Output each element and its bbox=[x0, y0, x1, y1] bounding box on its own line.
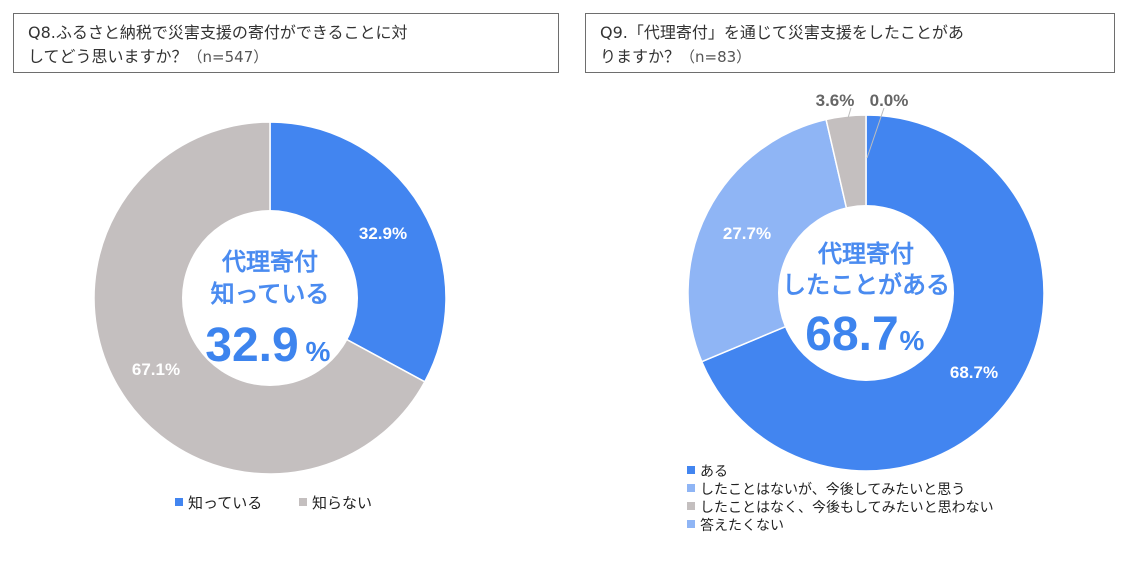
q8-legend: 知っている 知らない bbox=[175, 492, 404, 513]
q9-label-no-answer: 0.0% bbox=[870, 91, 909, 110]
q8-label-knows: 32.9% bbox=[359, 224, 407, 243]
q8-title-line2: してどう思いますか？（n=547） bbox=[28, 45, 544, 69]
q9-legend-swatch-yes bbox=[687, 466, 695, 474]
q9-center-line1: 代理寄付 bbox=[817, 240, 914, 268]
q9-legend-label-want: したことはないが、今後してみたいと思う bbox=[700, 482, 966, 498]
q9-legend-item-no-answer: 答えたくない bbox=[687, 517, 994, 535]
q8-sample-size: （n=547） bbox=[187, 48, 269, 66]
q9-legend-label-not-want: したことはなく、今後もしてみたいと思わない bbox=[700, 500, 994, 516]
q9-center-unit: % bbox=[900, 325, 925, 356]
q9-center-value: 68.7 bbox=[805, 308, 898, 361]
q9-legend-item-yes: ある bbox=[687, 463, 994, 481]
q9-legend-item-not-want: したことはなく、今後もしてみたいと思わない bbox=[687, 499, 994, 517]
q8-legend-item-knows: 知っている bbox=[175, 492, 262, 513]
q8-center-line2: 知っている bbox=[211, 280, 330, 308]
q8-center-value: 32.9 bbox=[205, 319, 298, 372]
q8-title-text: してどう思いますか？ bbox=[28, 47, 188, 66]
q9-legend-swatch-not-want bbox=[687, 502, 695, 510]
q9-label-want: 27.7% bbox=[723, 224, 771, 243]
q9-legend-label-yes: ある bbox=[700, 464, 728, 480]
q8-legend-swatch-knows bbox=[175, 498, 183, 506]
q8-legend-label-knows: 知っている bbox=[188, 494, 263, 512]
q9-center-line2: したことがある bbox=[782, 271, 950, 299]
q8-question-box: Q8.ふるさと納税で災害支援の寄付ができることに対 してどう思いますか？（n=5… bbox=[13, 13, 559, 73]
q8-center-unit: % bbox=[306, 336, 331, 367]
q9-leader-0-0 bbox=[866, 107, 885, 159]
q9-donut-hole bbox=[778, 205, 954, 381]
q9-title-text: りますか？ bbox=[600, 47, 681, 66]
q9-title-line1: Q9.「代理寄付」を通じて災害支援をしたことがあ bbox=[600, 23, 964, 42]
q8-center-line1: 代理寄付 bbox=[221, 248, 318, 276]
q8-legend-label-not-know: 知らない bbox=[312, 494, 373, 512]
q9-question-box: Q9.「代理寄付」を通じて災害支援をしたことがあ りますか？（n=83） bbox=[585, 13, 1115, 73]
q8-donut-hole bbox=[182, 210, 358, 386]
q9-legend-item-want: したことはないが、今後してみたいと思う bbox=[687, 481, 994, 499]
q9-leader-3-6 bbox=[847, 107, 852, 119]
q9-label-yes: 68.7% bbox=[950, 363, 998, 382]
q8-legend-swatch-not-know bbox=[299, 498, 308, 506]
q9-title-line2: りますか？（n=83） bbox=[600, 45, 1100, 69]
q9-sample-size: （n=83） bbox=[680, 48, 752, 66]
q9-legend-swatch-no-answer bbox=[687, 520, 695, 528]
q9-label-not-want: 3.6% bbox=[816, 91, 855, 110]
q9-legend: ある したことはないが、今後してみたいと思う したことはなく、今後もしてみたいと… bbox=[687, 463, 994, 535]
q8-legend-item-not-know: 知らない bbox=[299, 492, 372, 513]
q8-label-not-know: 67.1% bbox=[132, 360, 180, 379]
q9-legend-label-no-answer: 答えたくない bbox=[700, 518, 784, 534]
q8-title-line1: Q8.ふるさと納税で災害支援の寄付ができることに対 bbox=[28, 23, 408, 42]
q9-legend-swatch-want bbox=[687, 484, 695, 492]
